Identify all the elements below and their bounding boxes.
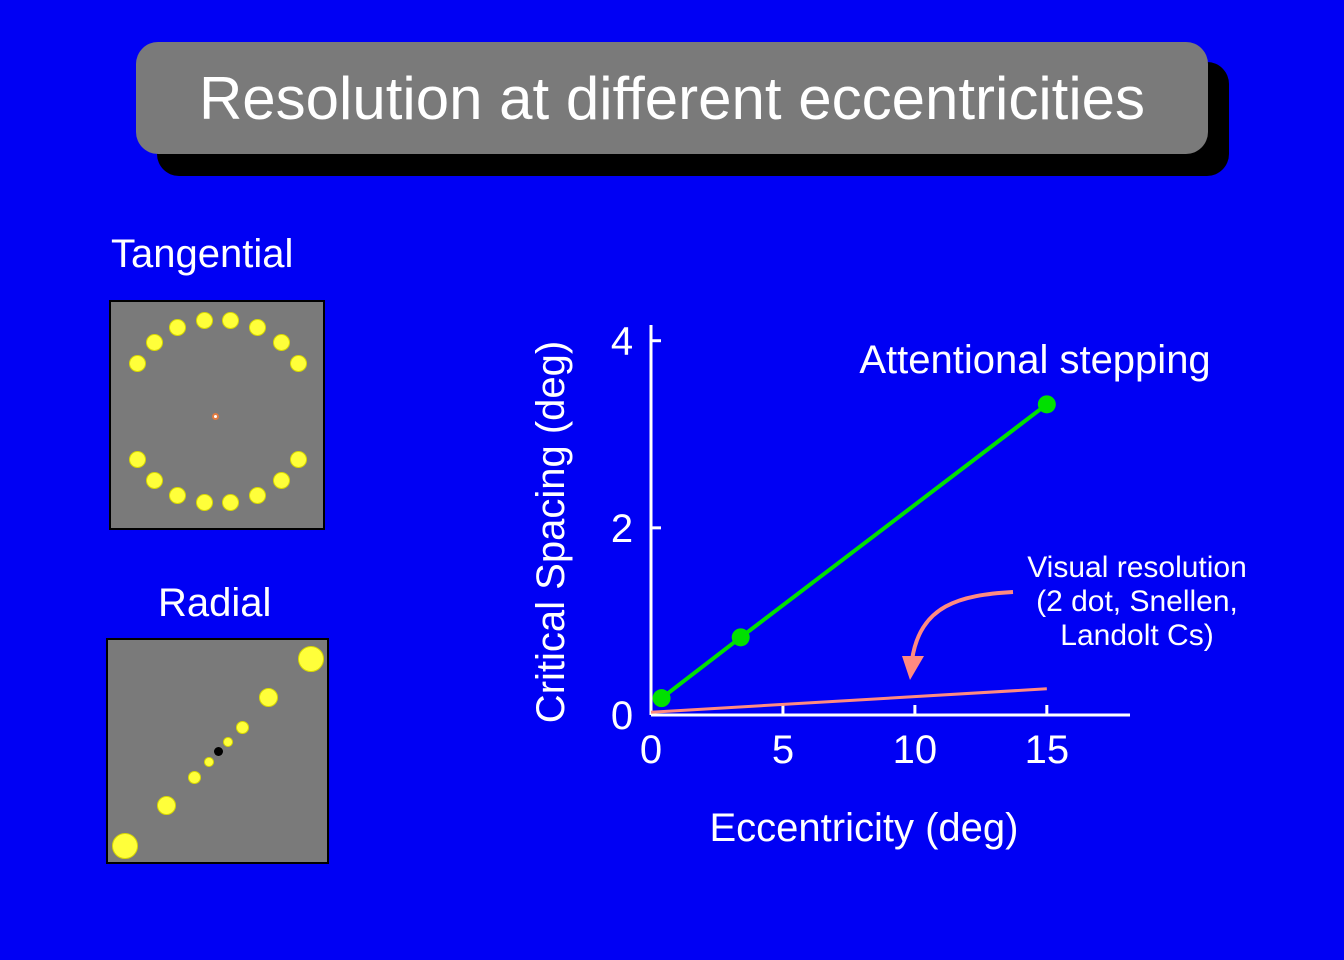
stimulus-dot xyxy=(169,487,186,504)
data-point xyxy=(1037,395,1056,414)
slide-title: Resolution at different eccentricities xyxy=(198,64,1146,132)
annotation-arrowhead xyxy=(902,656,924,680)
stimulus-dot xyxy=(249,319,266,336)
series-line xyxy=(650,687,1047,714)
title-box: Resolution at different eccentricities xyxy=(136,42,1208,154)
x-axis-label: Eccentricity (deg) xyxy=(710,806,1019,850)
data-point xyxy=(731,628,750,647)
radial-stimulus xyxy=(106,638,329,864)
x-tick-label: 15 xyxy=(1025,728,1070,772)
radial-label: Radial xyxy=(158,581,272,625)
stimulus-dot xyxy=(222,494,239,511)
fixation-point xyxy=(212,413,219,420)
visual-resolution-label: (2 dot, Snellen, xyxy=(1036,585,1238,618)
y-tick-label: 2 xyxy=(611,507,633,551)
visual-resolution-label: Visual resolution xyxy=(1027,551,1247,584)
series-line xyxy=(660,402,1049,700)
stimulus-dot xyxy=(157,796,176,815)
stimulus-dot xyxy=(169,319,186,336)
stimulus-dot xyxy=(129,451,146,468)
visual-resolution-label: Landolt Cs) xyxy=(1060,619,1213,652)
stimulus-dot xyxy=(290,355,307,372)
x-tick-label: 5 xyxy=(772,728,794,772)
fixation-point xyxy=(214,747,223,756)
y-axis-label: Critical Spacing (deg) xyxy=(529,341,573,723)
stimulus-dot xyxy=(146,334,163,351)
stimulus-dot xyxy=(223,737,233,747)
stimulus-dot xyxy=(112,833,138,859)
stimulus-dot xyxy=(196,494,213,511)
stimulus-dot xyxy=(273,472,290,489)
y-tick-label: 0 xyxy=(611,694,633,738)
stimulus-dot xyxy=(222,312,239,329)
stimulus-dot xyxy=(196,312,213,329)
stimulus-dot xyxy=(188,771,201,784)
stimulus-dot xyxy=(290,451,307,468)
attentional-stepping-label: Attentional stepping xyxy=(859,338,1210,382)
stimulus-dot xyxy=(259,688,278,707)
x-tick-label: 0 xyxy=(640,728,662,772)
stimulus-dot xyxy=(236,721,249,734)
stimulus-dot xyxy=(249,487,266,504)
y-tick-label: 4 xyxy=(611,320,633,364)
stimulus-dot xyxy=(129,355,146,372)
stimulus-dot xyxy=(146,472,163,489)
annotation-arrow xyxy=(910,590,1014,661)
data-point xyxy=(652,689,671,708)
stimulus-dot xyxy=(273,334,290,351)
x-tick-label: 10 xyxy=(893,728,938,772)
tangential-label: Tangential xyxy=(111,232,294,276)
stimulus-dot xyxy=(204,757,214,767)
stimulus-dot xyxy=(298,646,324,672)
tangential-stimulus xyxy=(109,300,325,530)
